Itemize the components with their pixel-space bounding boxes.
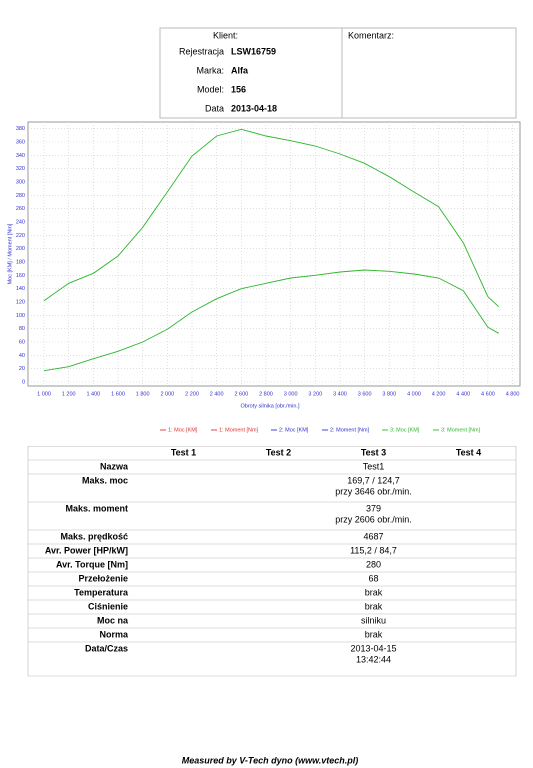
cell: 4687 xyxy=(363,531,383,541)
y-tick-label: 240 xyxy=(16,219,25,225)
cell: 115,2 / 84,7 xyxy=(350,545,397,555)
row-label: Moc na xyxy=(97,615,129,625)
y-tick-label: 320 xyxy=(16,166,25,172)
x-tick-label: 1 200 xyxy=(62,391,76,397)
x-tick-label: 4 600 xyxy=(481,391,495,397)
y-axis-label: Moc [KM] / Moment [Nm] xyxy=(7,223,13,284)
comment-box xyxy=(341,27,517,119)
cell: przy 2606 obr./min. xyxy=(335,514,412,524)
cell: brak xyxy=(365,629,383,639)
x-tick-label: 4 000 xyxy=(407,391,421,397)
column-header: Test 4 xyxy=(456,447,481,457)
series-line xyxy=(43,269,499,372)
y-tick-label: 300 xyxy=(16,179,25,185)
table-frame-top xyxy=(28,446,516,447)
y-tick-label: 140 xyxy=(16,286,25,292)
plot-frame xyxy=(27,121,521,387)
y-tick-label: 160 xyxy=(16,273,25,279)
legend-label: 3: Moment [Nm] xyxy=(441,427,481,433)
x-tick-label: 2 400 xyxy=(210,391,224,397)
client-label: Klient: xyxy=(213,30,238,40)
row-label: Avr. Torque [Nm] xyxy=(56,559,128,569)
field-label: Marka: xyxy=(196,65,224,75)
row-label: Maks. moc xyxy=(82,475,128,485)
x-tick-label: 3 400 xyxy=(333,391,347,397)
field-label: Data xyxy=(205,103,224,113)
row-label: Maks. moment xyxy=(65,503,128,513)
cell: brak xyxy=(365,587,383,597)
y-tick-label: 220 xyxy=(16,233,25,239)
x-tick-label: 2 200 xyxy=(185,391,199,397)
y-tick-label: 280 xyxy=(16,193,25,199)
cell: 68 xyxy=(368,573,378,583)
y-tick-label: 200 xyxy=(16,246,25,252)
row-label: Przełożenie xyxy=(78,573,128,583)
comment-label: Komentarz: xyxy=(348,30,394,40)
y-tick-label: 340 xyxy=(16,153,25,159)
cell: Test1 xyxy=(363,461,385,471)
row-label: Data/Czas xyxy=(85,643,128,653)
x-tick-label: 2 800 xyxy=(259,391,273,397)
cell: 169,7 / 124,7 xyxy=(347,475,400,485)
series-line xyxy=(43,128,500,308)
cell: 13:42:44 xyxy=(356,654,391,664)
field-label: Model: xyxy=(197,84,224,94)
legend-label: 2: Moc [KM] xyxy=(279,427,309,433)
cell: silniku xyxy=(361,615,386,625)
x-axis-label: Obroty silnika [obr./min.] xyxy=(241,403,300,409)
cell: 379 xyxy=(366,503,381,513)
x-tick-label: 4 800 xyxy=(506,391,520,397)
cell: przy 3646 obr./min. xyxy=(335,486,412,496)
legend-label: 1: Moc [KM] xyxy=(168,427,198,433)
footer: Measured by V-Tech dyno (www.vtech.pl) xyxy=(182,755,359,765)
field-value: 156 xyxy=(231,84,246,94)
field-value: Alfa xyxy=(231,65,249,75)
field-value: 2013-04-18 xyxy=(231,103,277,113)
x-tick-label: 2 000 xyxy=(160,391,174,397)
cell: 2013-04-15 xyxy=(350,643,396,653)
x-tick-label: 1 000 xyxy=(37,391,51,397)
field-label: Rejestracja xyxy=(179,46,224,56)
cell: brak xyxy=(365,601,383,611)
legend-label: 3: Moc [KM] xyxy=(390,427,420,433)
x-tick-label: 3 600 xyxy=(358,391,372,397)
row-label: Temperatura xyxy=(74,587,129,597)
row-label: Nazwa xyxy=(100,461,129,471)
x-tick-label: 3 000 xyxy=(284,391,298,397)
column-header: Test 2 xyxy=(266,447,291,457)
x-tick-label: 4 200 xyxy=(432,391,446,397)
y-tick-label: 20 xyxy=(19,366,25,372)
row-label: Ciśnienie xyxy=(88,601,128,611)
row-label: Avr. Power [HP/kW] xyxy=(45,545,128,555)
y-tick-label: 380 xyxy=(16,126,25,132)
field-value: LSW16759 xyxy=(231,46,276,56)
legend-label: 2: Moment [Nm] xyxy=(330,427,370,433)
column-header: Test 3 xyxy=(361,447,386,457)
row-label: Maks. prędkość xyxy=(60,531,128,541)
row-label: Norma xyxy=(99,629,129,639)
y-tick-label: 100 xyxy=(16,313,25,319)
y-tick-label: 120 xyxy=(16,299,25,305)
legend-label: 1: Moment [Nm] xyxy=(219,427,259,433)
x-tick-label: 4 400 xyxy=(456,391,470,397)
x-tick-label: 1 400 xyxy=(86,391,100,397)
y-tick-label: 180 xyxy=(16,259,25,265)
y-tick-label: 260 xyxy=(16,206,25,212)
x-tick-label: 1 800 xyxy=(136,391,150,397)
column-header: Test 1 xyxy=(171,447,196,457)
y-tick-label: 60 xyxy=(19,339,25,345)
x-tick-label: 3 200 xyxy=(308,391,322,397)
y-tick-label: 0 xyxy=(22,379,25,385)
x-tick-label: 3 800 xyxy=(382,391,396,397)
y-tick-label: 40 xyxy=(19,353,25,359)
x-tick-label: 2 600 xyxy=(234,391,248,397)
x-tick-label: 1 600 xyxy=(111,391,125,397)
y-tick-label: 80 xyxy=(19,326,25,332)
cell: 280 xyxy=(366,559,381,569)
y-tick-label: 360 xyxy=(16,139,25,145)
